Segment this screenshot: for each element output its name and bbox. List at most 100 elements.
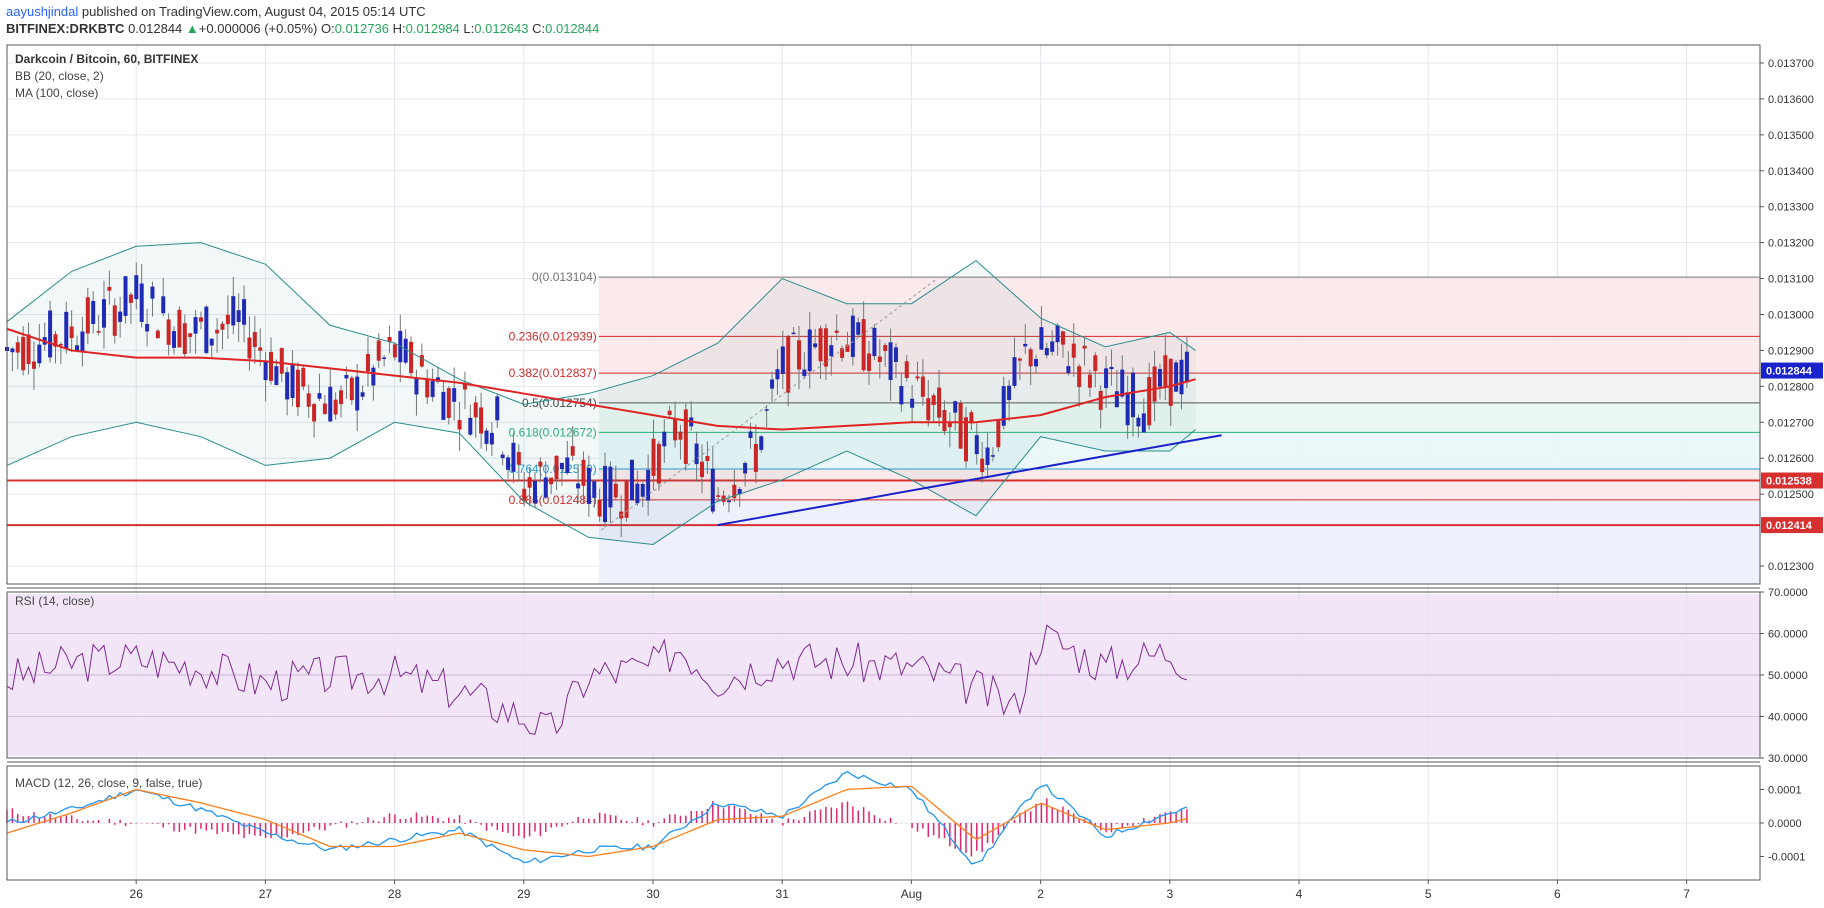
up-candle <box>1136 417 1141 427</box>
up-candle <box>586 467 591 504</box>
price-axis-label: 0.013500 <box>1768 130 1814 142</box>
up-candle <box>743 462 748 474</box>
down-candle <box>861 319 866 371</box>
up-candle <box>231 296 236 326</box>
down-candle <box>1082 345 1087 349</box>
down-candle <box>215 329 220 334</box>
down-candle <box>996 419 1001 448</box>
up-candle <box>592 481 597 498</box>
down-candle <box>786 336 791 393</box>
close-value: 0.012844 <box>545 21 600 36</box>
up-candle <box>285 372 290 400</box>
rsi-panel-title[interactable]: RSI (14, close) <box>15 594 95 608</box>
x-axis-label: 6 <box>1554 887 1561 901</box>
down-candle <box>796 340 801 370</box>
moving-average-line <box>6 327 1196 431</box>
up-candle <box>403 338 408 363</box>
up-candle <box>139 283 144 322</box>
up-candle <box>382 357 387 359</box>
price-axis-label: 0.013600 <box>1768 94 1814 106</box>
down-candle <box>753 443 758 472</box>
up-candle <box>430 380 435 397</box>
down-candle <box>85 297 90 334</box>
up-candle <box>468 417 473 435</box>
down-candle <box>392 344 397 358</box>
up-candle <box>134 275 139 300</box>
price-axis-label: 0.013400 <box>1768 166 1814 178</box>
down-candle <box>958 402 963 449</box>
down-candle <box>31 361 36 369</box>
fib-zone <box>598 432 1760 470</box>
up-candle <box>532 480 537 504</box>
down-candle <box>177 309 182 348</box>
last-price-tag <box>1761 362 1823 379</box>
down-candle <box>312 404 317 422</box>
down-candle <box>1077 366 1082 388</box>
author-link[interactable]: aayushjindal <box>6 4 79 19</box>
macd-axis-label: 0.0000 <box>1768 818 1802 830</box>
up-candle <box>500 454 505 459</box>
down-candle <box>926 398 931 421</box>
down-candle <box>387 336 392 342</box>
fib-zone <box>598 336 1760 374</box>
macd-panel-title[interactable]: MACD (12, 26, close, 9, false, true) <box>15 776 203 790</box>
down-candle <box>182 323 187 355</box>
down-candle <box>339 390 344 405</box>
up-candle <box>150 286 155 299</box>
down-candle <box>128 294 133 303</box>
down-candle <box>980 458 985 473</box>
publish-info: published on TradingView.com, August 04,… <box>81 4 426 19</box>
low-label: L: <box>463 21 475 36</box>
up-candle <box>484 430 489 444</box>
down-candle <box>581 459 586 486</box>
down-candle <box>462 383 467 390</box>
high-label: H: <box>392 21 406 36</box>
up-candle <box>1125 392 1130 426</box>
down-candle <box>473 402 478 418</box>
price-axis-label: 0.013700 <box>1768 58 1814 70</box>
fib-level-label: 0.382(0.012837) <box>509 366 597 380</box>
up-candle <box>662 431 667 447</box>
down-candle <box>1152 366 1157 402</box>
down-candle <box>527 477 532 488</box>
up-candle <box>123 276 128 316</box>
x-axis-label: 5 <box>1425 887 1432 901</box>
up-candle <box>856 322 861 335</box>
up-candle <box>1034 359 1039 367</box>
open-value: 0.012736 <box>334 21 389 36</box>
bb-indicator-label[interactable]: BB (20, close, 2) <box>15 69 104 83</box>
down-candle <box>1060 331 1065 345</box>
down-candle <box>58 343 63 346</box>
down-candle <box>673 418 678 441</box>
down-candle <box>549 477 554 485</box>
up-candle <box>101 299 106 328</box>
up-candle <box>37 344 42 364</box>
down-candle <box>678 431 683 440</box>
up-candle <box>1066 366 1071 374</box>
ma-indicator-label[interactable]: MA (100, close) <box>15 86 99 100</box>
up-candle <box>985 447 990 465</box>
up-candle <box>64 311 69 349</box>
down-candle <box>446 388 451 418</box>
up-candle <box>775 369 780 380</box>
up-candle <box>726 500 731 503</box>
up-candle <box>770 379 775 389</box>
price-axis-label: 0.013000 <box>1768 310 1814 322</box>
down-candle <box>279 348 284 374</box>
up-candle <box>608 466 613 508</box>
down-candle <box>247 337 252 359</box>
price-axis-label: 0.012500 <box>1768 489 1814 501</box>
down-candle <box>306 393 311 407</box>
up-candle <box>710 468 715 512</box>
down-candle <box>409 341 414 374</box>
price-axis-label: 0.012300 <box>1768 561 1814 573</box>
macd-histogram-group <box>6 798 1188 857</box>
support-trendline <box>717 434 1222 527</box>
level-price-tag-text: 0.012538 <box>1766 476 1812 488</box>
down-candle <box>107 286 112 291</box>
price-axis-label: 0.013200 <box>1768 238 1814 250</box>
up-candle <box>91 300 96 324</box>
price-panel-border <box>6 44 1761 585</box>
down-candle <box>198 317 203 322</box>
